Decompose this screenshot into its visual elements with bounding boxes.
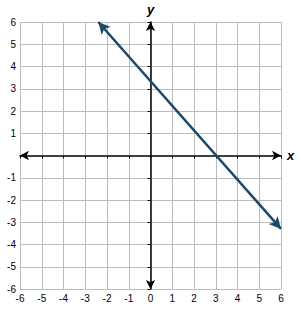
svg-text:x: x	[286, 148, 295, 163]
svg-text:-5: -5	[37, 293, 46, 304]
svg-text:3: 3	[10, 83, 16, 94]
svg-text:-4: -4	[7, 239, 16, 250]
svg-text:3: 3	[213, 293, 219, 304]
svg-text:4: 4	[10, 61, 16, 72]
svg-text:5: 5	[256, 293, 262, 304]
svg-text:6: 6	[10, 17, 16, 28]
svg-text:-2: -2	[7, 195, 16, 206]
svg-text:6: 6	[278, 293, 284, 304]
svg-text:-1: -1	[124, 293, 133, 304]
svg-text:y: y	[146, 2, 155, 17]
svg-text:-3: -3	[7, 217, 16, 228]
svg-text:2: 2	[191, 293, 197, 304]
svg-text:-2: -2	[103, 293, 112, 304]
svg-text:1: 1	[10, 128, 16, 139]
svg-text:-4: -4	[59, 293, 68, 304]
svg-text:4: 4	[235, 293, 241, 304]
svg-text:5: 5	[10, 39, 16, 50]
svg-text:-5: -5	[7, 261, 16, 272]
svg-text:2: 2	[10, 106, 16, 117]
svg-text:-6: -6	[7, 283, 16, 295]
svg-text:-1: -1	[7, 172, 16, 183]
svg-text:-6: -6	[16, 293, 25, 304]
svg-text:0: 0	[148, 293, 154, 304]
svg-text:-3: -3	[81, 293, 90, 304]
svg-text:1: 1	[169, 293, 175, 304]
